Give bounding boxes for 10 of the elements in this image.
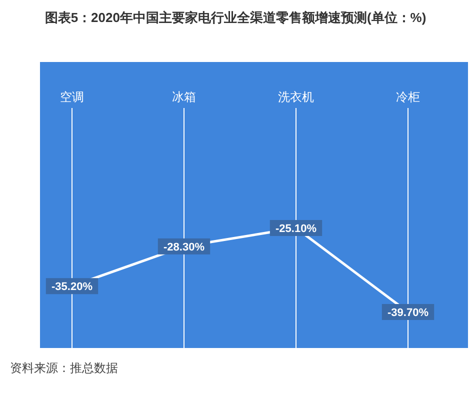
x-tick-label: 空调 xyxy=(60,90,84,104)
data-label: -35.20% xyxy=(52,281,93,294)
x-tick-label: 冷柜 xyxy=(396,90,420,104)
chart-title: 图表5：2020年中国主要家电行业全渠道零售额增速预测(单位：%) xyxy=(44,10,426,25)
text: 资料来源：推总数据 xyxy=(10,361,118,375)
x-tick-label: 冰箱 xyxy=(172,90,196,104)
data-label: -28.30% xyxy=(164,241,205,254)
x-tick-label: 洗衣机 xyxy=(278,90,314,104)
data-label: -39.70% xyxy=(388,307,429,319)
data-label: -25.10% xyxy=(276,223,317,235)
